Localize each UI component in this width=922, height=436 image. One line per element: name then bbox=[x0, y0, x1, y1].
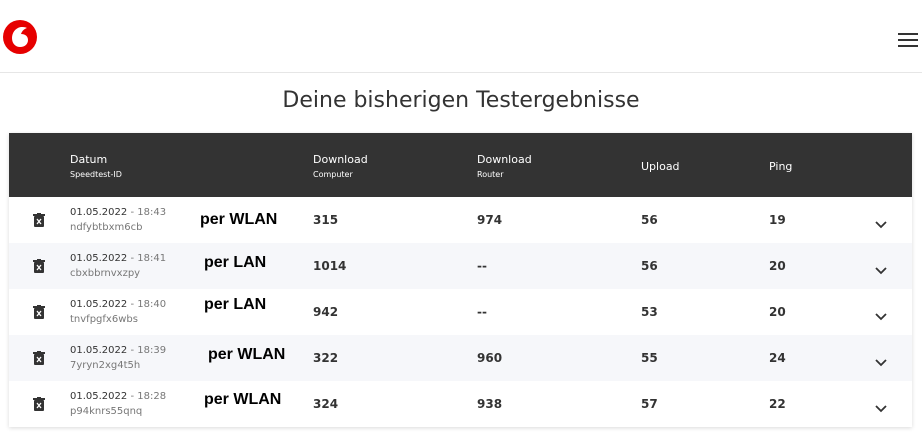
speedtest-id: p94knrs55qnq bbox=[70, 406, 143, 417]
delete-button[interactable] bbox=[33, 212, 45, 231]
cell-value: 20 bbox=[769, 305, 786, 319]
cell-value: 56 bbox=[641, 213, 658, 227]
time: - 18:28 bbox=[130, 391, 167, 402]
connection-note: per WLAN bbox=[200, 211, 278, 228]
expand-button[interactable] bbox=[874, 353, 888, 372]
column-label: Download bbox=[477, 153, 532, 166]
cell-value: -- bbox=[477, 305, 487, 319]
table-row: 01.05.2022 - 18:41 cbxbbrnvxzpy per LAN 101… bbox=[9, 243, 912, 289]
column-sublabel: Speedtest-ID bbox=[70, 170, 122, 179]
time: - 18:39 bbox=[130, 345, 167, 356]
expand-button[interactable] bbox=[874, 261, 888, 280]
column-header: Download Router bbox=[477, 153, 532, 179]
connection-note: per LAN bbox=[204, 296, 267, 313]
logo[interactable] bbox=[2, 19, 38, 55]
cell-value: 960 bbox=[477, 351, 503, 365]
row-date: 01.05.2022 - 18:39 bbox=[70, 345, 166, 356]
cell-value: 53 bbox=[641, 305, 658, 319]
table-row: 01.05.2022 - 18:40 tnvfpgfx6wbs per LAN 942… bbox=[9, 289, 912, 335]
top-bar bbox=[0, 0, 922, 73]
date: 01.05.2022 bbox=[70, 391, 128, 402]
cell-value: 1014 bbox=[313, 259, 347, 273]
cell-value: 322 bbox=[313, 351, 339, 365]
table-row: 01.05.2022 - 18:28 p94knrs55qnq per WLAN 32… bbox=[9, 381, 912, 427]
date: 01.05.2022 bbox=[70, 207, 128, 218]
date: 01.05.2022 bbox=[70, 345, 128, 356]
cell-value: 19 bbox=[769, 213, 786, 227]
column-label: Upload bbox=[641, 160, 680, 173]
column-header: Download Computer bbox=[313, 153, 368, 179]
row-date: 01.05.2022 - 18:41 bbox=[70, 253, 166, 264]
page-title: Deine bisherigen Testergebnisse bbox=[282, 88, 640, 113]
column-label: Download bbox=[313, 153, 368, 166]
column-header: Datum Speedtest-ID bbox=[70, 153, 122, 179]
table-row: 01.05.2022 - 18:43 ndfybtbxm6cb per WLAN 31… bbox=[9, 197, 912, 243]
cell-value: 57 bbox=[641, 397, 658, 411]
delete-button[interactable] bbox=[33, 350, 45, 369]
cell-value: 55 bbox=[641, 351, 658, 365]
speedtest-id: ndfybtbxm6cb bbox=[70, 222, 143, 233]
table-row: 01.05.2022 - 18:39 7yryn2xg4t5h per WLAN 32… bbox=[9, 335, 912, 381]
results-table: Datum Speedtest-ID Download Computer Downloa… bbox=[9, 133, 912, 427]
cell-value: 315 bbox=[313, 213, 339, 227]
row-date: 01.05.2022 - 18:28 bbox=[70, 391, 166, 402]
time: - 18:43 bbox=[130, 207, 167, 218]
time: - 18:41 bbox=[130, 253, 167, 264]
cell-value: 938 bbox=[477, 397, 503, 411]
date: 01.05.2022 bbox=[70, 253, 128, 264]
cell-value: -- bbox=[477, 259, 487, 273]
column-header: Upload bbox=[641, 160, 680, 173]
cell-value: 22 bbox=[769, 397, 786, 411]
connection-note: per LAN bbox=[204, 254, 267, 271]
column-sublabel: Router bbox=[477, 170, 504, 179]
connection-note: per WLAN bbox=[208, 346, 286, 363]
expand-button[interactable] bbox=[874, 215, 888, 234]
column-header: Ping bbox=[769, 160, 792, 173]
speedtest-id: tnvfpgfx6wbs bbox=[70, 314, 138, 325]
date: 01.05.2022 bbox=[70, 299, 128, 310]
cell-value: 56 bbox=[641, 259, 658, 273]
expand-button[interactable] bbox=[874, 307, 888, 326]
column-sublabel: Computer bbox=[313, 170, 353, 179]
cell-value: 24 bbox=[769, 351, 786, 365]
speedtest-id: cbxbbrnvxzpy bbox=[70, 268, 141, 279]
table-header: Datum Speedtest-ID Download Computer Downloa… bbox=[9, 133, 912, 197]
cell-value: 324 bbox=[313, 397, 339, 411]
cell-value: 942 bbox=[313, 305, 339, 319]
cell-value: 20 bbox=[769, 259, 786, 273]
row-date: 01.05.2022 - 18:43 bbox=[70, 207, 166, 218]
column-label: Datum bbox=[70, 153, 108, 166]
menu-button[interactable] bbox=[898, 33, 918, 47]
row-date: 01.05.2022 - 18:40 bbox=[70, 299, 166, 310]
cell-value: 974 bbox=[477, 213, 503, 227]
time: - 18:40 bbox=[130, 299, 167, 310]
column-label: Ping bbox=[769, 160, 793, 173]
speedtest-id: 7yryn2xg4t5h bbox=[70, 360, 141, 371]
connection-note: per WLAN bbox=[204, 391, 282, 408]
expand-button[interactable] bbox=[874, 399, 888, 418]
delete-button[interactable] bbox=[33, 258, 45, 277]
delete-button[interactable] bbox=[33, 304, 45, 323]
delete-button[interactable] bbox=[33, 396, 45, 415]
